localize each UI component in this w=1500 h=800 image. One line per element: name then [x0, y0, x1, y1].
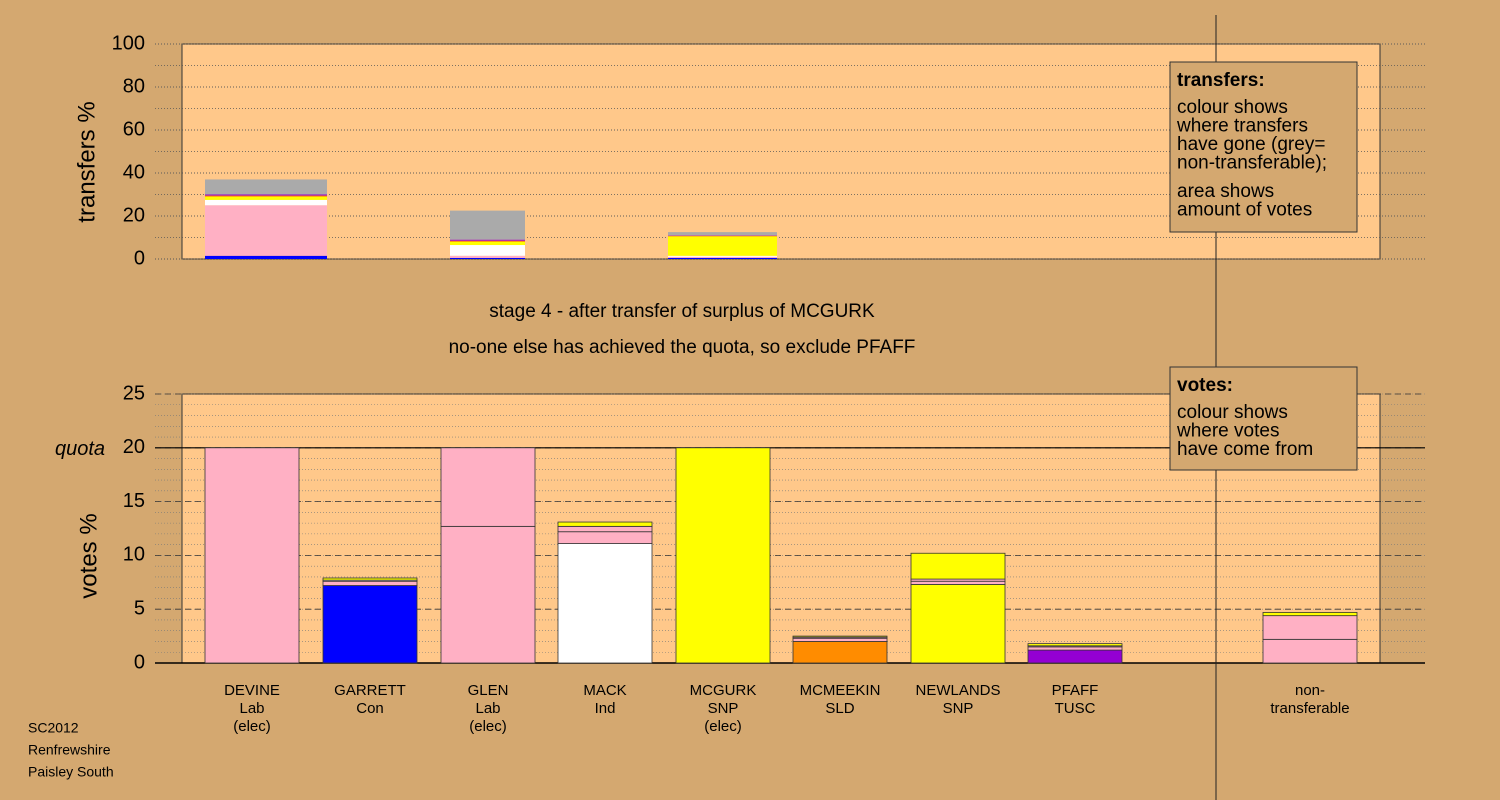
bar-segment [450, 240, 525, 242]
note-text: non-transferable); [1177, 153, 1327, 174]
bar-segment [205, 196, 327, 200]
y-tick-label: 15 [123, 490, 145, 512]
y-tick-label: 20 [123, 204, 145, 226]
note-text: area shows [1177, 181, 1274, 202]
bar-segment [450, 245, 525, 256]
x-tick-label: MACK [583, 682, 626, 699]
note-text: where transfers [1176, 116, 1308, 137]
note-box [1169, 366, 1358, 471]
bar-segment [557, 543, 653, 664]
x-tick-label: (elec) [469, 718, 507, 735]
x-tick-label: MCGURK [690, 682, 757, 699]
bar-segment [668, 235, 777, 237]
bar-segment [668, 257, 777, 259]
caption: SC2012 [28, 720, 79, 736]
bar-segment [322, 577, 418, 581]
x-tick-label: (elec) [233, 718, 271, 735]
bar-segment [668, 232, 777, 236]
bar-segment [205, 255, 327, 259]
note-title: transfers: [1177, 70, 1265, 91]
bar-segment [205, 195, 327, 197]
bar-segment [1262, 638, 1358, 664]
bar-segment [322, 580, 418, 586]
y-tick-label: 80 [123, 75, 145, 97]
bar-segment [450, 210, 525, 240]
x-tick-label: GARRETT [334, 682, 406, 699]
bar-segment [440, 447, 536, 527]
y-tick-label: 100 [112, 32, 145, 54]
x-tick-label: Ind [595, 700, 616, 717]
bar-segment [910, 580, 1006, 585]
y-axis-title: transfers % [73, 101, 100, 222]
x-tick-label: MCMEEKIN [800, 682, 881, 699]
x-tick-label: GLEN [468, 682, 509, 699]
note-text: colour shows [1177, 402, 1288, 423]
stage-text: stage 4 - after transfer of surplus of M… [489, 301, 875, 322]
x-tick-label: TUSC [1055, 700, 1096, 717]
bar-segment [1262, 615, 1358, 640]
bar-segment [1262, 612, 1358, 617]
y-tick-label: 40 [123, 161, 145, 183]
y-tick-label: 25 [123, 382, 145, 404]
bar-segment [450, 239, 525, 241]
y-tick-label: 60 [123, 118, 145, 140]
bar-segment [792, 641, 888, 664]
note-text: amount of votes [1177, 200, 1312, 221]
bar-segment [557, 531, 653, 544]
x-tick-label: (elec) [704, 718, 742, 735]
y-axis-title: votes % [75, 513, 102, 598]
bar-segment [557, 525, 653, 533]
bar-segment [204, 447, 300, 664]
bar-segment [910, 552, 1006, 580]
y-tick-label: 0 [134, 651, 145, 673]
note-text: where votes [1176, 421, 1279, 442]
bar-segment [205, 194, 327, 196]
bar-segment [450, 257, 525, 259]
x-tick-label: Con [356, 700, 384, 717]
bar-segment [450, 241, 525, 246]
bar-segment [1027, 646, 1123, 651]
y-tick-label: 10 [123, 544, 145, 566]
bar-segment [668, 255, 777, 257]
x-tick-label: SNP [943, 700, 974, 717]
bar-segment [792, 635, 888, 638]
bar-segment [910, 584, 1006, 664]
y-tick-label: 5 [134, 597, 145, 619]
bar-segment [668, 236, 777, 256]
quota-label: quota [55, 438, 105, 460]
bar-segment [557, 521, 653, 527]
note-text: have come from [1177, 439, 1313, 460]
bar-segment [675, 447, 771, 664]
bar-segment [450, 255, 525, 258]
bar-segment [205, 205, 327, 256]
note-text: have gone (grey= [1177, 134, 1325, 155]
x-tick-label: SLD [825, 700, 854, 717]
caption: Paisley South [28, 764, 114, 780]
x-tick-label: transferable [1270, 700, 1349, 717]
x-tick-label: Lab [239, 700, 264, 717]
x-tick-label: PFAFF [1052, 682, 1099, 699]
bar-segment [1027, 643, 1123, 647]
bar-segment [205, 199, 327, 206]
bar-segment [792, 637, 888, 642]
x-tick-label: DEVINE [224, 682, 280, 699]
x-tick-label: non- [1295, 682, 1325, 699]
x-tick-label: NEWLANDS [915, 682, 1000, 699]
y-tick-label: 20 [123, 436, 145, 458]
bar-segment [668, 256, 777, 258]
note-box [1169, 61, 1358, 233]
bar-segment [205, 179, 327, 195]
caption: Renfrewshire [28, 742, 111, 758]
stage-text: no-one else has achieved the quota, so e… [449, 337, 916, 358]
bar-segment [322, 585, 418, 664]
bar-segment [440, 525, 536, 664]
x-tick-label: Lab [475, 700, 500, 717]
note-title: votes: [1177, 375, 1233, 396]
y-tick-label: 0 [134, 247, 145, 269]
x-tick-label: SNP [708, 700, 739, 717]
bar-segment [1027, 649, 1123, 664]
note-text: colour shows [1177, 97, 1288, 118]
